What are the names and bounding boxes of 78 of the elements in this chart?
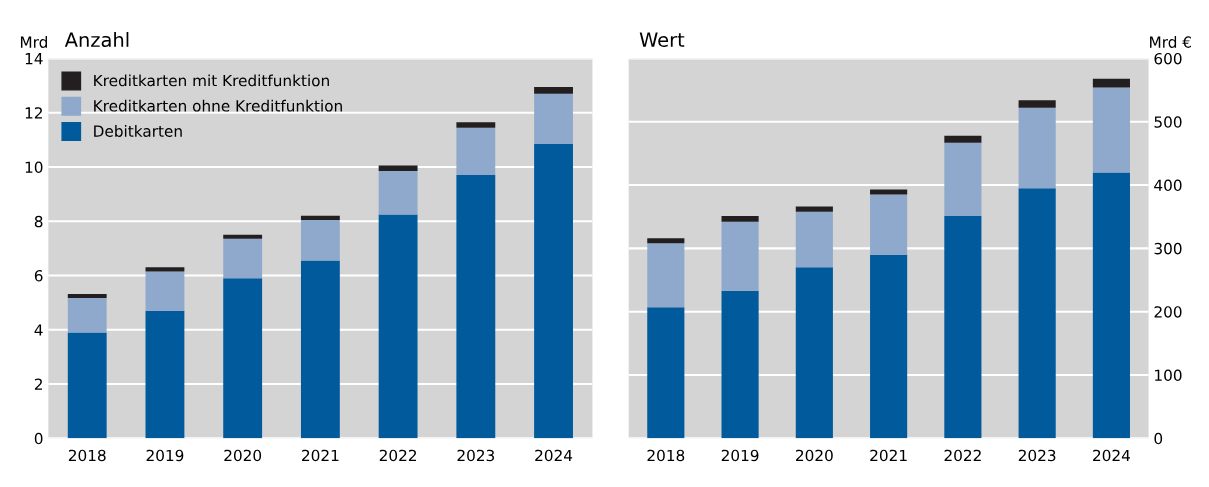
y-tick-label: 10 xyxy=(25,161,43,173)
x-tick-label: 2019 xyxy=(721,449,759,462)
bar xyxy=(378,171,418,215)
bar xyxy=(145,310,185,439)
bar xyxy=(1018,188,1056,439)
y-tick-label: 300 xyxy=(1154,242,1182,255)
bar xyxy=(534,143,573,439)
bar xyxy=(534,93,573,144)
bar xyxy=(67,298,107,333)
y-tick-label: 14 xyxy=(25,53,43,65)
bar xyxy=(456,127,496,176)
bar xyxy=(456,175,496,439)
y-tick-label: 0 xyxy=(34,432,43,445)
y-tick-label: 12 xyxy=(25,107,42,119)
bar xyxy=(870,189,908,195)
x-tick-label: 2021 xyxy=(870,449,907,462)
bar xyxy=(145,267,185,272)
y-tick-label: 200 xyxy=(1154,306,1182,318)
bar xyxy=(67,332,107,439)
y-axis-title: Mrd € xyxy=(1150,36,1192,48)
bar xyxy=(721,216,759,222)
bar xyxy=(300,260,340,439)
bar xyxy=(1018,107,1056,189)
y-tick-label: 4 xyxy=(34,324,43,336)
bar xyxy=(223,234,263,239)
bar xyxy=(944,142,982,217)
bar xyxy=(795,211,833,268)
bar xyxy=(795,267,833,439)
chart-title: Anzahl xyxy=(64,32,129,48)
bar xyxy=(944,135,982,143)
chart-title: Wert xyxy=(639,32,685,48)
bar xyxy=(456,122,496,128)
x-tick-label: 2019 xyxy=(146,449,184,462)
bar xyxy=(1092,87,1130,173)
x-tick-label: 2018 xyxy=(68,449,106,462)
bar xyxy=(721,290,759,439)
x-tick-label: 2024 xyxy=(535,449,573,462)
bar xyxy=(534,86,573,94)
x-tick-label: 2020 xyxy=(224,449,262,462)
x-tick-label: 2021 xyxy=(302,449,339,462)
bar xyxy=(944,216,982,439)
x-tick-label: 2024 xyxy=(1093,449,1130,462)
y-tick-label: 0 xyxy=(1154,432,1163,445)
bar xyxy=(647,307,685,439)
bar xyxy=(795,206,833,212)
bar xyxy=(378,214,418,439)
bar xyxy=(870,254,908,439)
bar xyxy=(1092,172,1130,439)
bar xyxy=(647,238,685,244)
bar xyxy=(223,238,263,279)
bar xyxy=(870,194,908,255)
legend-label: Debitkarten xyxy=(94,125,182,137)
y-tick-label: 500 xyxy=(1154,116,1182,128)
x-tick-label: 2018 xyxy=(647,449,685,462)
y-tick-label: 600 xyxy=(1154,52,1182,65)
y-tick-label: 100 xyxy=(1155,369,1182,382)
bar xyxy=(378,165,418,172)
bar xyxy=(300,219,340,261)
y-axis-title: Mrd xyxy=(20,36,47,48)
bar xyxy=(223,278,263,439)
x-tick-label: 2023 xyxy=(457,449,495,462)
bar xyxy=(300,215,340,220)
y-tick-label: 8 xyxy=(34,215,43,228)
bar xyxy=(1018,100,1056,108)
x-tick-label: 2022 xyxy=(379,449,417,462)
y-tick-label: 6 xyxy=(34,269,43,282)
bar xyxy=(145,271,185,311)
legend-label: Kreditkarten ohne Kreditfunktion xyxy=(94,99,342,112)
bar xyxy=(647,243,685,308)
bar xyxy=(721,221,759,291)
bar xyxy=(67,293,107,299)
x-tick-label: 2022 xyxy=(944,449,981,462)
legend-label: Kreditkarten mit Kreditfunktion xyxy=(94,74,329,87)
y-tick-label: 400 xyxy=(1154,179,1182,192)
x-tick-label: 2023 xyxy=(1018,449,1056,462)
x-tick-label: 2020 xyxy=(796,449,833,462)
bar xyxy=(1092,78,1130,88)
y-tick-label: 2 xyxy=(34,378,42,390)
